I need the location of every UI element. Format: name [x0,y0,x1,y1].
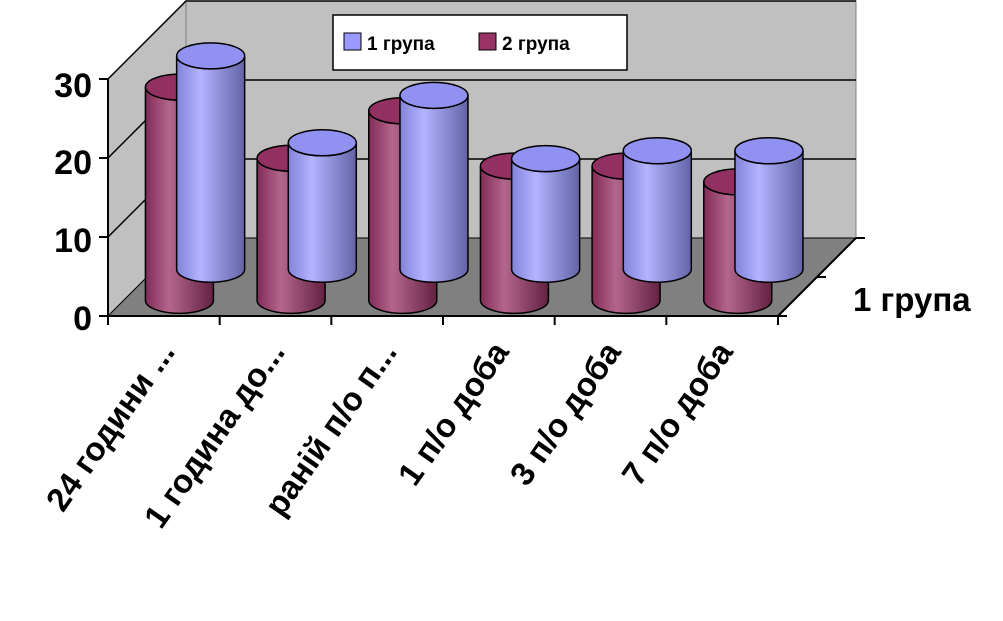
bar-body [287,142,358,283]
bar-body [399,95,469,283]
legend-label: 1 група [367,34,435,55]
x-tick-label: 3 п/о доба [502,334,628,492]
y-axis-ticks: 0 10 20 30 [54,67,92,338]
x-tick-label: 7 п/о доба [614,334,740,492]
bars [144,42,804,315]
bar-1-2 [287,129,358,283]
bar-top [622,136,693,165]
bar-top [287,129,358,157]
bar-body [734,150,804,283]
bar-1-5 [622,136,693,283]
y-tick-label: 20 [54,144,92,182]
legend: 1 група 2 група [332,14,628,71]
bar-top [175,42,246,70]
legend-label: 2 група [502,34,570,55]
bar-body [175,55,246,283]
bar-1-3 [399,81,469,283]
bar-top [399,81,469,110]
bar-body [622,150,693,283]
depth-axis-label: 1 група [853,281,971,318]
y-tick-label: 30 [54,67,92,105]
bar-1-4 [510,144,581,283]
bar-top [734,136,804,165]
bar-1-6 [734,136,804,283]
bar-1-1 [175,42,246,283]
y-tick-label: 0 [73,300,92,338]
legend-swatch-1-група [343,32,362,51]
x-axis-ticks: 24 години ... 1 година до... раній п/о п… [38,334,740,534]
x-tick-label: 1 п/о доба [390,334,516,492]
bar-body [510,158,581,283]
y-tick-label: 10 [54,222,92,260]
bar-top [510,144,581,173]
legend-swatch-2-група [478,32,497,51]
axes [99,78,865,325]
gridline [107,0,856,80]
